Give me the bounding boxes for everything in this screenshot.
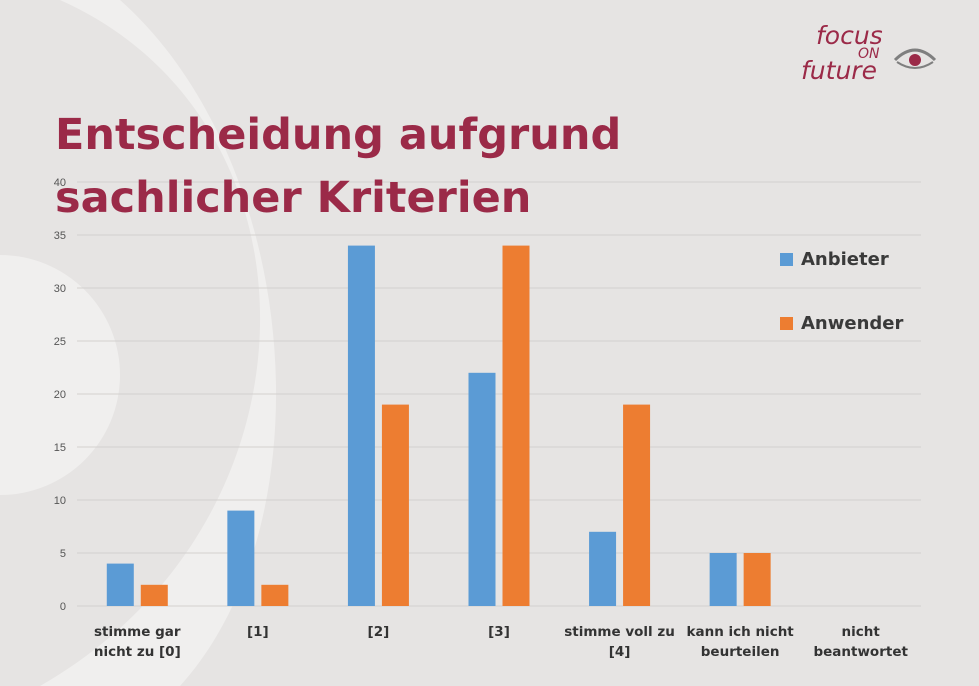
logo-word-future: future — [801, 56, 877, 85]
x-tick-label: [2] — [367, 624, 390, 640]
bar-anbieter-2 — [347, 245, 375, 606]
gridlines — [77, 181, 921, 607]
y-axis: 0 5 10 15 20 25 30 35 40 — [54, 177, 66, 613]
x-tick-label: [3] — [488, 624, 510, 640]
y-tick-label: 30 — [54, 283, 66, 295]
bars — [106, 245, 771, 606]
bar-anbieter-1 — [227, 510, 255, 606]
bar-anbieter-4 — [589, 531, 617, 606]
bar-anwender-3 — [502, 245, 530, 606]
x-tick-label: nicht beantwortet — [813, 624, 908, 660]
eye-icon — [893, 48, 937, 69]
legend-item-anwender: Anwender — [780, 311, 903, 335]
focus-on-future-logo: focus ON future — [796, 18, 946, 88]
bar-anwender-2 — [381, 404, 409, 606]
legend-label-anbieter: Anbieter — [801, 248, 889, 270]
y-tick-label: 20 — [54, 389, 66, 401]
bar-anwender-5 — [743, 553, 771, 606]
y-tick-label: 15 — [54, 442, 66, 454]
legend-swatch-anwender — [780, 316, 793, 330]
page-title: Entscheidung aufgrund sachlicher Kriteri… — [55, 110, 622, 223]
legend-swatch-anbieter — [780, 252, 793, 266]
x-tick-label: stimme gar nicht zu [0] — [93, 624, 181, 660]
y-tick-label: 10 — [54, 495, 66, 507]
legend-item-anbieter: Anbieter — [780, 247, 889, 271]
y-tick-label: 40 — [54, 177, 66, 189]
bar-anbieter-0 — [106, 563, 134, 606]
y-tick-label: 35 — [54, 230, 66, 242]
x-tick-label: stimme voll zu [4] — [564, 624, 675, 660]
bar-anwender-4 — [623, 404, 651, 606]
logo-word-focus: focus — [816, 21, 883, 50]
x-tick-label: kann ich nicht beurteilen — [686, 624, 794, 660]
y-tick-label: 25 — [54, 336, 66, 348]
legend-label-anwender: Anwender — [801, 312, 904, 334]
bar-anwender-1 — [261, 584, 289, 606]
bar-anbieter-3 — [468, 372, 496, 606]
bar-anbieter-5 — [709, 553, 737, 606]
bar-anwender-0 — [140, 584, 168, 606]
y-tick-label: 0 — [60, 601, 66, 613]
y-tick-label: 5 — [60, 548, 66, 560]
logo-word-on: ON — [858, 46, 880, 62]
x-tick-label: [1] — [246, 624, 269, 640]
